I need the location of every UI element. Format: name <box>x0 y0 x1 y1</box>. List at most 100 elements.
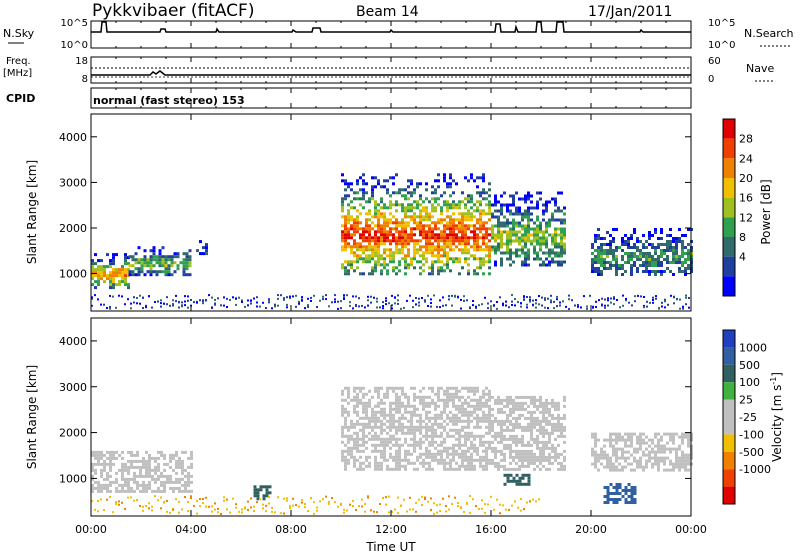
freq-label: Freq. <box>6 56 31 67</box>
power-ytick-1: 3000 <box>59 176 87 189</box>
nsky-tick-bottom: 10^0 <box>61 40 88 51</box>
power-cbar-tick-5: 8 <box>739 231 746 244</box>
xlabel: Time UT <box>365 540 416 554</box>
nsearch-tick-bottom: 10^0 <box>708 40 735 51</box>
velocity-region-0 <box>91 450 193 493</box>
power-cbar-tick-3: 16 <box>739 192 753 205</box>
velocity-region-5 <box>503 473 531 486</box>
vel-ytick-2: 2000 <box>59 427 87 440</box>
power-cbar-swatch-3 <box>723 178 735 198</box>
velocity-cbar-swatch-0 <box>723 330 735 348</box>
nave-tick-top: 60 <box>708 56 721 67</box>
velocity-data-layer <box>91 386 693 515</box>
power-colorbar: 28 24 20 16 12 8 4 <box>722 118 753 297</box>
power-region-3 <box>341 173 491 276</box>
xtick-3: 12:00 <box>375 523 407 536</box>
power-cbar-tick-4: 12 <box>739 211 753 224</box>
xtick-1: 04:00 <box>175 523 207 536</box>
velocity-near-range-noise <box>91 495 540 515</box>
power-near-range-noise <box>91 294 690 310</box>
velocity-region-1 <box>341 386 491 471</box>
velocity-cbar-tick-3: 25 <box>739 394 753 407</box>
freq-strip: Freq. [MHz] 18 8 60 0 Nave <box>3 56 775 85</box>
cpid-label: CPID <box>6 92 35 105</box>
velocity-cbar-swatch-8 <box>723 469 735 487</box>
nsky-label: N.Sky <box>3 27 35 40</box>
cpid-text: normal (fast stereo) 153 <box>93 94 245 107</box>
velocity-cbar-swatch-2 <box>723 364 735 383</box>
nave-tick-bottom: 0 <box>708 74 714 85</box>
nsky-tick-top: 10^5 <box>61 18 88 29</box>
velocity-ylabel: Slant Range [km] <box>25 365 39 469</box>
beam-title: Beam 14 <box>356 4 419 20</box>
power-cbar-tick-0: 28 <box>739 133 753 146</box>
power-region-1 <box>128 246 192 277</box>
velocity-cbar-tick-5: -100 <box>739 428 764 441</box>
power-cbar-tick-2: 20 <box>739 172 753 185</box>
velocity-cbar-swatch-5 <box>723 417 735 435</box>
date-title: 17/Jan/2011 <box>588 4 672 20</box>
cpid-strip: CPID normal (fast stereo) 153 <box>6 87 692 109</box>
vel-ytick-1: 3000 <box>59 381 87 394</box>
nsky-strip: N.Sky 10^5 10^0 10^5 10^0 N.Search <box>3 18 794 51</box>
velocity-cbar-tick-0: 1000 <box>739 341 767 354</box>
power-cbar-swatch-6 <box>723 237 735 257</box>
xtick-5: 20:00 <box>575 523 607 536</box>
velocity-region-4 <box>603 483 637 504</box>
power-region-4 <box>491 191 566 267</box>
power-cbar-swatch-4 <box>723 197 735 218</box>
vel-ytick-3: 1000 <box>59 472 87 485</box>
velocity-cbar-swatch-4 <box>723 399 735 417</box>
power-region-5 <box>591 228 693 276</box>
power-cbar-swatch-5 <box>723 217 735 237</box>
power-y-axis: 4000 3000 2000 1000 <box>59 131 691 281</box>
power-data-layer <box>91 173 693 310</box>
power-cbar-swatch-2 <box>723 158 735 178</box>
velocity-cbar-tick-2: 100 <box>739 376 760 389</box>
freq-tick-bottom: 8 <box>82 74 88 85</box>
velocity-cbar-tick-6: -500 <box>739 446 764 459</box>
power-cbar-swatch-0 <box>723 119 735 139</box>
velocity-colorbar: 1000 500 100 25 -25 -100 -500 -1000 <box>722 329 771 505</box>
nave-label: Nave <box>746 62 774 75</box>
velocity-cbar-tick-7: -1000 <box>739 463 771 476</box>
power-cbar-swatch-8 <box>723 276 735 296</box>
power-cbar-tick-1: 24 <box>739 152 753 165</box>
xtick-0: 00:00 <box>75 523 107 536</box>
velocity-region-2 <box>491 395 566 471</box>
velocity-cbar-tick-1: 500 <box>739 359 760 372</box>
power-ylabel: Slant Range [km] <box>25 160 39 264</box>
velocity-cbar-swatch-3 <box>723 382 735 400</box>
power-colorbar-label: Power [dB] <box>759 179 773 244</box>
velocity-colorbar-label: Velocity [m s-1] <box>769 372 784 462</box>
power-region-2 <box>196 240 208 256</box>
velocity-region-6 <box>253 485 272 501</box>
power-ytick-3: 1000 <box>59 268 87 281</box>
vel-ytick-0: 4000 <box>59 335 87 348</box>
freq-tick-top: 18 <box>75 56 88 67</box>
velocity-cbar-swatch-9 <box>723 486 735 504</box>
power-panel: 4000 3000 2000 1000 Slant Range [km] 28 24 20… <box>25 113 773 312</box>
freq-unit: [MHz] <box>3 68 32 79</box>
velocity-cbar-swatch-6 <box>723 434 735 452</box>
power-cbar-tick-6: 4 <box>739 251 746 264</box>
nsearch-tick-top: 10^5 <box>708 18 735 29</box>
velocity-y-axis: 4000 3000 2000 1000 <box>59 335 691 485</box>
xtick-4: 16:00 <box>475 523 507 536</box>
nsearch-label: N.Search <box>744 27 794 40</box>
xtick-6: 00:00 <box>675 523 707 536</box>
power-region-0 <box>91 253 130 290</box>
velocity-cbar-swatch-1 <box>723 347 735 365</box>
velocity-cbar-tick-4: -25 <box>739 411 757 424</box>
station-title: Pykkvibaer (fitACF) <box>92 1 254 21</box>
velocity-region-3 <box>591 432 693 472</box>
velocity-cbar-swatch-7 <box>723 451 735 470</box>
xtick-2: 08:00 <box>275 523 307 536</box>
time-x-axis: 00:00 04:00 08:00 12:00 16:00 20:00 00:00 <box>75 21 707 536</box>
power-cbar-swatch-1 <box>723 138 735 159</box>
power-ytick-2: 2000 <box>59 222 87 235</box>
power-cbar-swatch-7 <box>723 256 735 277</box>
nsky-trace <box>91 21 691 33</box>
